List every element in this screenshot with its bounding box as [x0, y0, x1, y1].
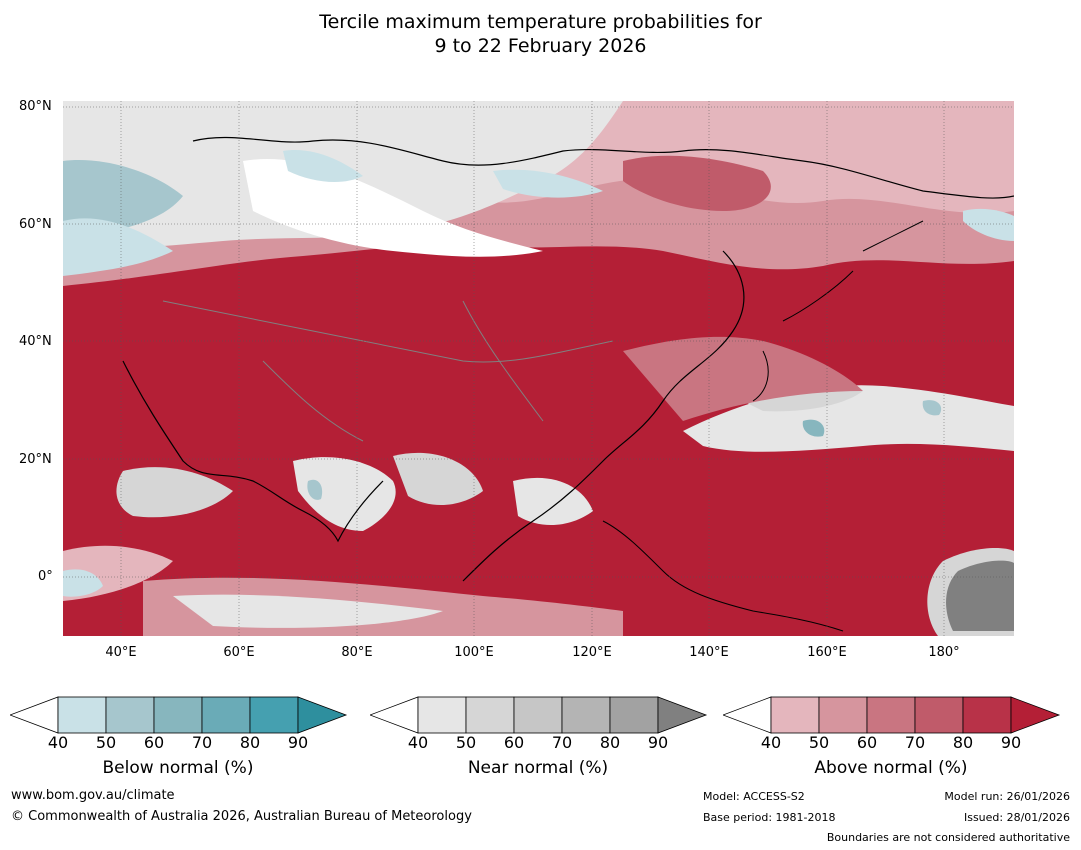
lat-label-20n: 20°N [19, 452, 52, 467]
lon-label-140e: 140°E [689, 645, 729, 660]
cbar-below-tick: 40 [47, 733, 69, 752]
cbar-near-tick: 50 [455, 733, 477, 752]
footer-model-run: Model run: 26/01/2026 [944, 790, 1070, 803]
cbar-near-swatch-3 [513, 696, 563, 734]
lon-label-40e: 40°E [105, 645, 137, 660]
cbar-near-tick: 70 [551, 733, 573, 752]
colorbar-near-normal [370, 696, 708, 734]
region-below-low-urals [283, 150, 363, 183]
lon-label-120e: 120°E [572, 645, 612, 660]
lat-label-0: 0° [38, 569, 53, 584]
graticule [63, 101, 1014, 636]
region-neutral-siberia [243, 159, 543, 257]
cbar-below-tick: 70 [191, 733, 213, 752]
lon-label-60e: 60°E [223, 645, 255, 660]
japan-kamchatka-coastline [752, 220, 924, 402]
cbar-near-swatch-5 [609, 696, 659, 734]
lon-label-100e: 100°E [454, 645, 494, 660]
maritime-coastline [602, 520, 844, 632]
colorbar-below-normal [10, 696, 348, 734]
arctic-coastline [192, 136, 1014, 199]
lon-label-160e: 160°E [807, 645, 847, 660]
region-above-moderate-pacific [623, 336, 863, 421]
cbar-near-tick: 90 [647, 733, 669, 752]
cbar-above-tick: 70 [904, 733, 926, 752]
region-near-normal-arabia [116, 467, 233, 518]
cbar-near-tick: 60 [503, 733, 525, 752]
footer-issued: Issued: 28/01/2026 [963, 811, 1070, 824]
footer-website: www.bom.gov.au/climate [11, 788, 175, 803]
lat-label-80n: 80°N [19, 99, 52, 114]
region-near-high-south-pacific [946, 560, 1014, 631]
region-below-spot-pacific [802, 419, 825, 437]
cbar-above-swatch-1 [770, 696, 820, 734]
lat-label-60n: 60°N [19, 217, 52, 232]
region-below-low-beringia [963, 208, 1014, 241]
cbar-below-title: Below normal (%) [102, 758, 254, 778]
cbar-near-tick: 40 [407, 733, 429, 752]
title-line-1: Tercile maximum temperature probabilitie… [319, 11, 762, 33]
cbar-below-tick: 50 [95, 733, 117, 752]
region-above-high-east-siberia [623, 155, 771, 211]
colorbar-above-normal [723, 696, 1061, 734]
cbar-above-tick: 80 [952, 733, 974, 752]
cbar-below-swatch-6 [297, 696, 348, 734]
cbar-near-swatch-2 [465, 696, 515, 734]
region-below-low-africa [63, 569, 103, 597]
lon-label-180: 180° [928, 645, 960, 660]
cbar-below-swatch-1 [57, 696, 107, 734]
region-below-spot-pacific-2 [922, 400, 942, 416]
cbar-above-tick: 50 [808, 733, 830, 752]
lat-label-40n: 40°N [19, 334, 52, 349]
cbar-below-swatch-2 [105, 696, 155, 734]
cbar-near-swatch-4 [561, 696, 611, 734]
probability-map [63, 101, 1014, 636]
cbar-above-swatch-6 [1010, 696, 1061, 734]
south-asia-coastline [122, 360, 384, 543]
footer-copyright: © Commonwealth of Australia 2026, Austra… [11, 809, 472, 824]
cbar-below-tick: 60 [143, 733, 165, 752]
cbar-above-swatch-2 [818, 696, 868, 734]
region-near-normal-india [293, 457, 396, 531]
map-canvas [63, 101, 1014, 636]
cbar-below-swatch-4 [201, 696, 251, 734]
country-boundaries [162, 300, 614, 363]
cbar-above-swatch-3 [866, 696, 916, 734]
cbar-below-swatch-5 [249, 696, 299, 734]
cbar-above-swatch-4 [914, 696, 964, 734]
country-boundaries-2 [262, 300, 544, 442]
region-below-spot-india [307, 479, 323, 500]
cbar-near-title: Near normal (%) [467, 758, 609, 778]
map-title: Tercile maximum temperature probabilitie… [0, 10, 1081, 58]
east-asia-coastline [462, 250, 745, 582]
cbar-below-swatch-3 [153, 696, 203, 734]
cbar-near-tick: 80 [599, 733, 621, 752]
footer-base-period: Base period: 1981-2018 [703, 811, 836, 824]
title-line-2: 9 to 22 February 2026 [434, 35, 647, 57]
cbar-below-tick: 80 [239, 733, 261, 752]
cbar-near-swatch-1 [417, 696, 467, 734]
footer-model: Model: ACCESS-S2 [703, 790, 805, 803]
region-below-low-europe [63, 218, 173, 276]
cbar-above-tick: 60 [856, 733, 878, 752]
region-near-normal-indian-ocean [173, 594, 443, 628]
lon-label-80e: 80°E [341, 645, 373, 660]
cbar-above-tick: 40 [760, 733, 782, 752]
cbar-near-swatch-6 [657, 696, 708, 734]
cbar-above-title: Above normal (%) [814, 758, 968, 778]
cbar-above-swatch-5 [962, 696, 1012, 734]
footer-boundaries: Boundaries are not considered authoritat… [826, 831, 1070, 844]
region-below-low-siberia [493, 169, 603, 198]
cbar-below-tick: 90 [287, 733, 309, 752]
cbar-above-tick: 90 [1000, 733, 1022, 752]
region-near-normal-indochina [393, 452, 483, 506]
